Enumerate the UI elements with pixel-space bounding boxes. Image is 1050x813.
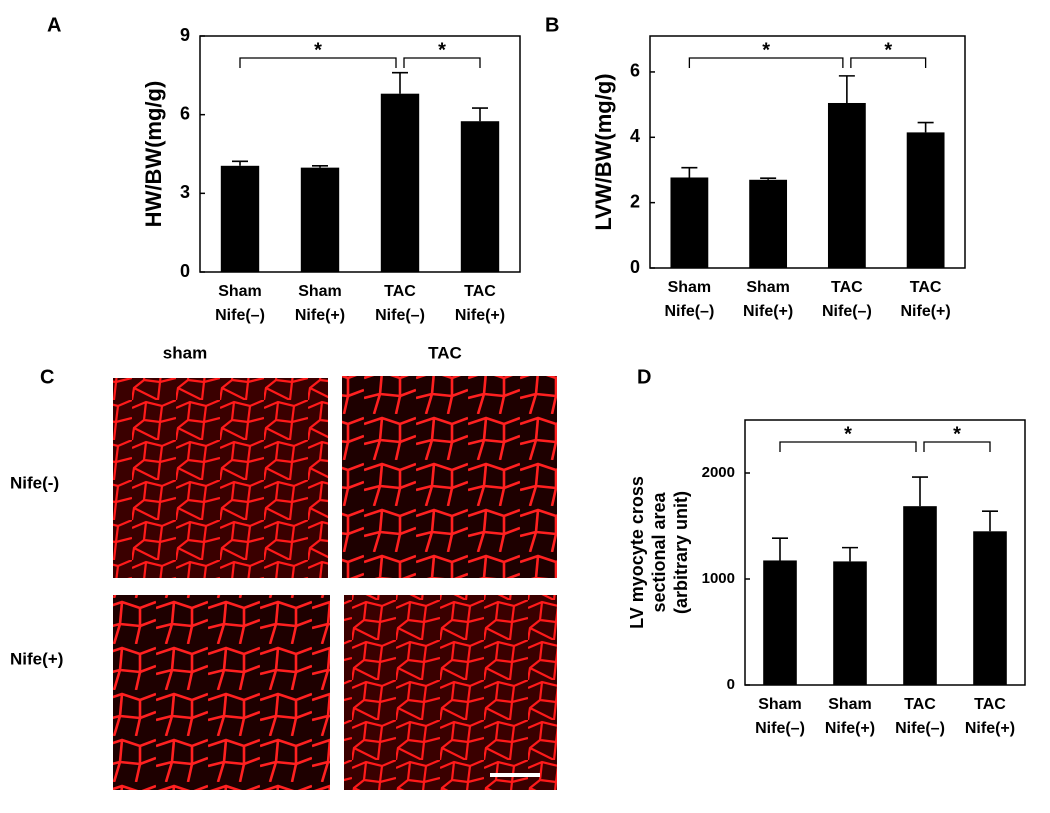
y-axis-label: sectional area (649, 491, 669, 612)
x-tick-label: Sham (758, 696, 802, 713)
x-tick-label: Nife(–) (755, 720, 805, 737)
significance-label: * (438, 39, 446, 61)
y-tick-label: 3 (180, 182, 190, 202)
micrograph (342, 376, 557, 578)
y-tick-label: 0 (180, 261, 190, 281)
image-row-label: Nife(+) (10, 649, 63, 668)
significance-label: * (844, 423, 852, 445)
y-tick-label: 9 (180, 25, 190, 45)
error-bar (760, 177, 777, 180)
error-bar (912, 476, 928, 507)
significance-label: * (884, 39, 892, 61)
panel-label: A (47, 14, 61, 36)
x-tick-label: Sham (298, 283, 342, 300)
image-row-label: Nife(-) (10, 473, 59, 492)
x-tick-label: Sham (746, 279, 790, 296)
y-tick-label: 6 (630, 61, 640, 81)
x-tick-label: Sham (218, 283, 262, 300)
x-tick-label: TAC (974, 696, 1006, 713)
bar (763, 560, 797, 685)
panel-label: B (545, 14, 559, 36)
x-tick-label: TAC (464, 283, 496, 300)
significance-bracket (688, 57, 844, 68)
micrograph (344, 595, 557, 790)
x-tick-label: Sham (668, 279, 712, 296)
significance-bracket (850, 57, 927, 68)
panel-label: C (40, 366, 54, 388)
significance-bracket (779, 441, 917, 452)
micrograph (113, 378, 328, 578)
error-bar (838, 75, 855, 103)
y-tick-label: 2000 (702, 464, 735, 481)
error-bar (982, 510, 998, 532)
error-bar (392, 71, 408, 94)
bar (220, 165, 260, 272)
x-tick-label: Nife(+) (455, 307, 505, 324)
bar (749, 179, 788, 268)
y-axis-label: (arbitrary unit) (671, 491, 691, 614)
plot-frame (744, 419, 1026, 686)
y-tick-label: 1000 (702, 570, 735, 587)
significance-label: * (762, 39, 770, 61)
error-bar (842, 546, 858, 562)
micrograph (113, 595, 330, 790)
y-tick-label: 6 (180, 103, 190, 123)
x-tick-label: Nife(–) (375, 307, 425, 324)
x-tick-label: Nife(+) (295, 307, 345, 324)
panel-label: D (637, 366, 651, 388)
x-tick-label: Nife(+) (901, 303, 951, 320)
significance-bracket (403, 57, 481, 68)
bar (973, 531, 1007, 685)
error-bar (917, 121, 934, 133)
y-tick-label: 2 (630, 191, 640, 211)
bar (380, 93, 420, 272)
image-column-label: sham (163, 343, 207, 362)
x-tick-label: Nife(–) (215, 307, 265, 324)
bar (670, 177, 709, 268)
x-tick-label: Nife(–) (822, 303, 872, 320)
plot-frame (649, 35, 966, 269)
bar (903, 506, 937, 685)
error-bar (232, 160, 248, 166)
x-tick-label: TAC (910, 279, 942, 296)
y-axis-label: HW/BW(mg/g) (141, 81, 166, 228)
error-bar (772, 537, 788, 561)
significance-bracket (239, 57, 397, 68)
error-bar (312, 165, 328, 168)
significance-label: * (953, 423, 961, 445)
x-tick-label: Nife(–) (664, 303, 714, 320)
x-tick-label: Sham (828, 696, 872, 713)
error-bar (472, 107, 488, 122)
significance-bracket (923, 441, 991, 452)
significance-label: * (314, 39, 322, 61)
plot-frame (199, 35, 521, 273)
x-tick-label: Nife(+) (965, 720, 1015, 737)
x-tick-label: Nife(+) (825, 720, 875, 737)
x-tick-label: TAC (904, 696, 936, 713)
y-tick-label: 0 (727, 676, 735, 693)
x-tick-label: TAC (831, 279, 863, 296)
bar (906, 132, 945, 268)
bar (300, 167, 340, 272)
bar (827, 102, 866, 268)
error-bar (681, 166, 698, 178)
x-tick-label: TAC (384, 283, 416, 300)
x-tick-label: Nife(–) (895, 720, 945, 737)
x-tick-label: Nife(+) (743, 303, 793, 320)
bar (460, 121, 500, 272)
image-column-label: TAC (428, 343, 462, 362)
y-axis-label: LV myocyte cross (627, 476, 647, 629)
bar (833, 561, 867, 685)
y-axis-label: LVW/BW(mg/g) (591, 73, 616, 230)
y-tick-label: 0 (630, 257, 640, 277)
y-tick-label: 4 (630, 126, 640, 146)
